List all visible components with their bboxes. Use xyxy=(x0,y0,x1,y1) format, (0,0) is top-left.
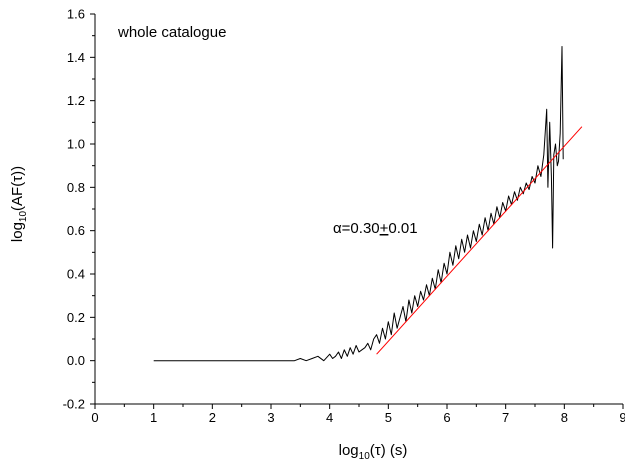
x-tick-label: 4 xyxy=(326,410,333,425)
x-axis-title: log10(τ) (s) xyxy=(339,442,408,462)
x-tick-label: 2 xyxy=(209,410,216,425)
y-tick-label: -0.2 xyxy=(63,397,85,412)
x-tick-label: 8 xyxy=(561,410,568,425)
y-tick-label: 0.2 xyxy=(67,310,85,325)
y-tick-label: 0.0 xyxy=(67,353,85,368)
axes: 0 1 2 3 4 5 6 7 8 9 -0.2 0.0 0.2 0.4 0.6 0.8 1.0 1.2 1.4 1.… xyxy=(63,7,625,426)
data-series-line xyxy=(153,46,564,362)
fit-line xyxy=(376,126,583,355)
y-tick-label: 1.6 xyxy=(67,7,85,22)
x-tick-label: 5 xyxy=(385,410,392,425)
x-axis-title-rest: (τ) (s) xyxy=(370,442,408,459)
fit-annotation: α=0.30+0.01 xyxy=(333,220,418,237)
y-axis-title: log10(AF(τ)) xyxy=(9,166,29,242)
y-tick-label: 1.0 xyxy=(67,137,85,152)
fit-prefix: α=0.30 xyxy=(333,220,380,237)
x-axis-title-sub: 10 xyxy=(359,451,371,462)
x-tick-label: 9 xyxy=(619,410,625,425)
series-layer xyxy=(153,46,583,362)
y-tick-label: 1.4 xyxy=(67,50,85,65)
x-tick-label: 6 xyxy=(443,410,450,425)
y-tick-label: 0.4 xyxy=(67,267,85,282)
y-tick-label: 0.6 xyxy=(67,223,85,238)
y-tick-label: 0.8 xyxy=(67,180,85,195)
y-tick-label: 1.2 xyxy=(67,93,85,108)
annotations: whole catalogue α=0.30+0.01 xyxy=(117,24,418,237)
panel-label: whole catalogue xyxy=(117,24,226,41)
fit-suffix: 0.01 xyxy=(388,220,417,237)
y-axis-title-log: log xyxy=(9,222,26,242)
x-tick-label: 1 xyxy=(150,410,157,425)
x-tick-label: 0 xyxy=(91,410,98,425)
x-axis-title-log: log xyxy=(339,442,359,459)
y-axis-title-sub: 10 xyxy=(18,211,29,223)
fit-pm: + xyxy=(380,220,389,237)
x-tick-label: 3 xyxy=(267,410,274,425)
y-axis-title-rest: (AF(τ)) xyxy=(9,166,26,211)
x-tick-label: 7 xyxy=(502,410,509,425)
